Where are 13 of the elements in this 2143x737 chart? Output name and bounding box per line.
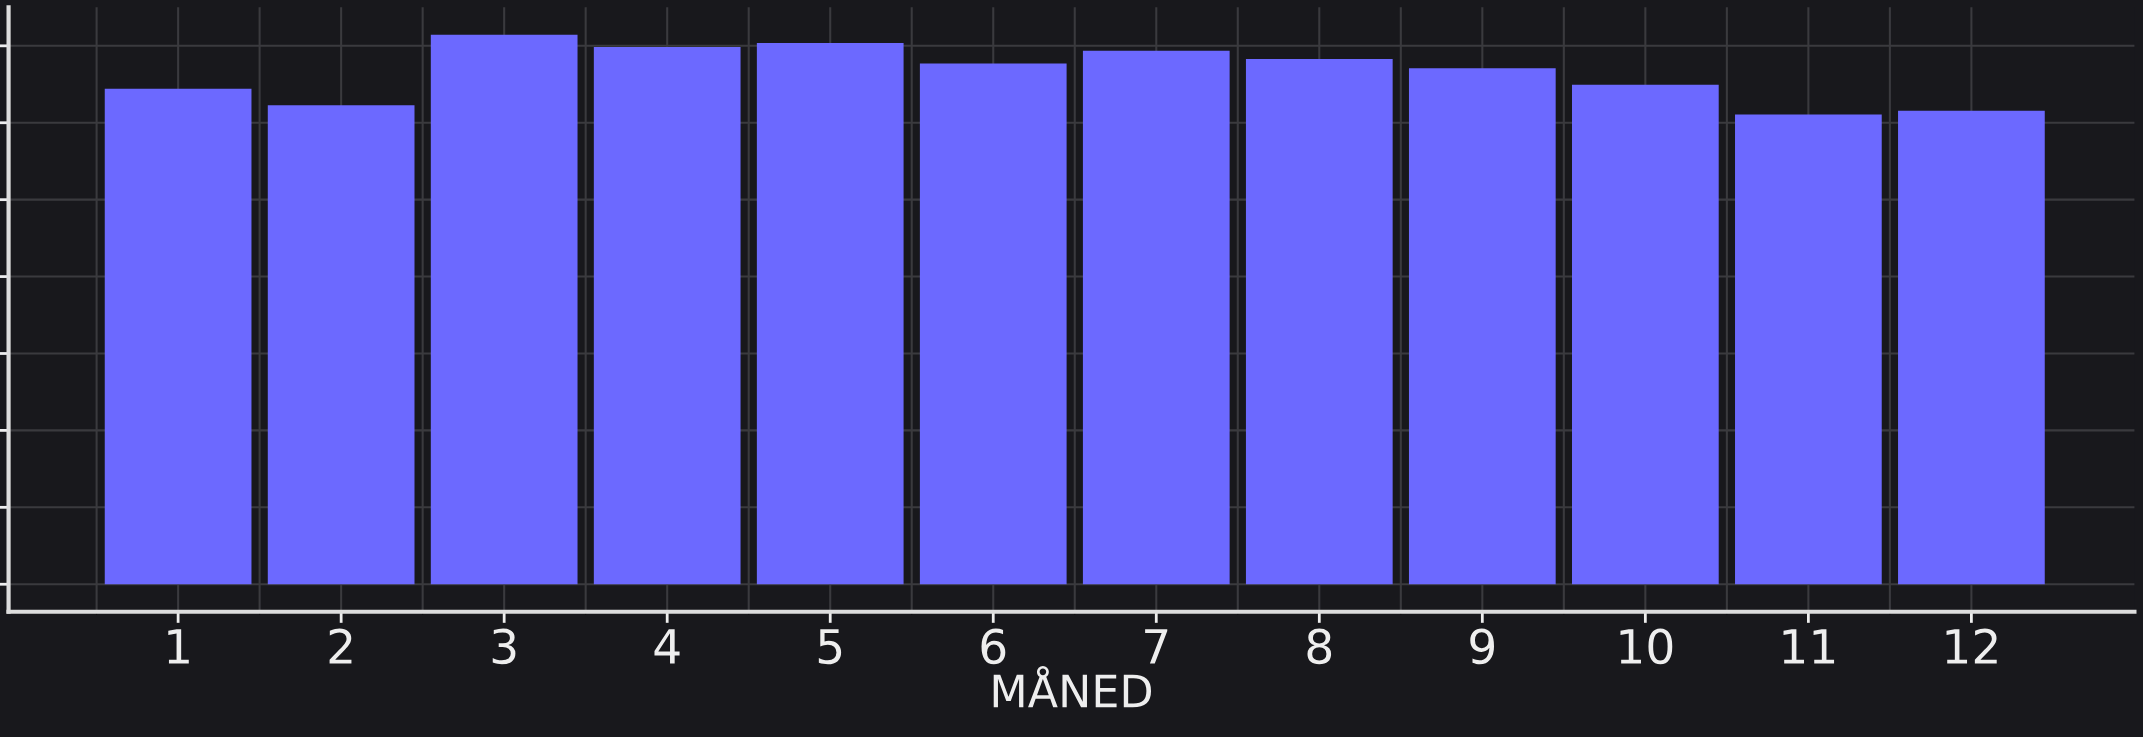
x-tick-label: 3 [492, 628, 516, 665]
x-tick-label: 10 [1620, 628, 1673, 665]
x-tick-label: 4 [654, 629, 680, 664]
x-tick-label: 9 [1470, 628, 1495, 665]
x-axis-title: MÅNED [993, 665, 1152, 708]
x-tick-label: 12 [1946, 628, 1997, 664]
x-tick-label: 8 [1307, 628, 1332, 665]
x-tick-label: 5 [818, 629, 842, 665]
x-tick-label: 11 [1783, 629, 1835, 664]
x-tick-label: 2 [329, 628, 352, 664]
x-tick-label: 1 [168, 629, 189, 664]
x-tick-label: 6 [981, 628, 1006, 665]
x-tick-label: 7 [1145, 629, 1168, 664]
